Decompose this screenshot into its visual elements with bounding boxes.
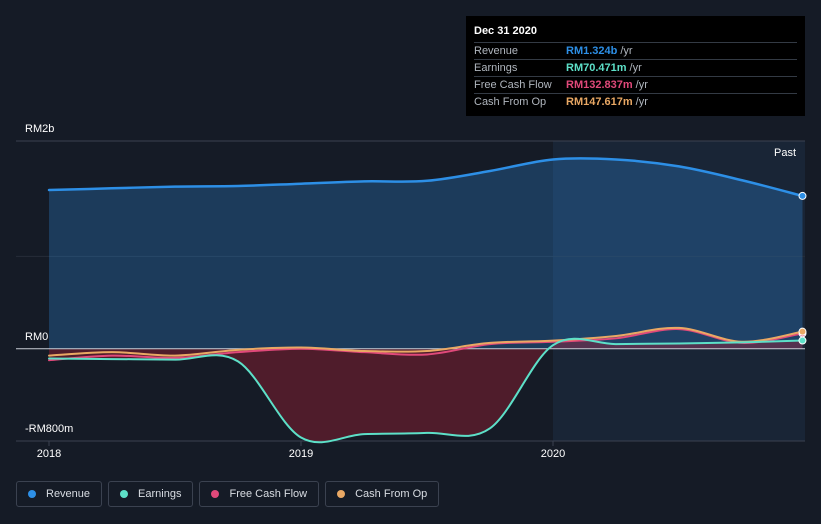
legend-label: Cash From Op	[355, 488, 428, 500]
tooltip-row-label: Free Cash Flow	[474, 79, 552, 91]
tooltip-row-cash-from-op: Cash From Op RM147.617m /yr	[474, 93, 797, 110]
tooltip-row-value: RM147.617m	[566, 96, 633, 108]
x-tick-label-2018: 2018	[36, 448, 62, 460]
x-tick-label-2019: 2019	[288, 448, 314, 460]
area-revenue	[49, 158, 803, 349]
past-region	[553, 141, 805, 441]
legend-dot-icon	[28, 490, 36, 498]
series-end-point-earnings	[798, 336, 807, 345]
tooltip-date: Dec 31 2020	[474, 25, 537, 37]
legend-label: Earnings	[138, 488, 182, 500]
y-tick-label-top: RM2b	[25, 123, 55, 135]
legend: Revenue Earnings Free Cash Flow Cash Fro…	[16, 481, 440, 507]
tooltip-row-value: RM70.471m	[566, 62, 627, 74]
tooltip-row-earnings: Earnings RM70.471m /yr	[474, 59, 797, 76]
tooltip-row-free-cash-flow: Free Cash Flow RM132.837m /yr	[474, 76, 797, 93]
tooltip-row-label: Earnings	[474, 62, 518, 74]
legend-label: Free Cash Flow	[229, 488, 308, 500]
tooltip-row-label: Revenue	[474, 45, 519, 57]
tooltip-row-label: Cash From Op	[474, 96, 547, 108]
y-tick-label-bottom: -RM800m	[25, 423, 74, 435]
area-earnings	[49, 338, 803, 443]
past-label: Past	[774, 147, 797, 159]
series-line-cash-from-op	[48, 326, 804, 357]
tooltip-row-unit: /yr	[635, 96, 648, 108]
y-tick-label-zero: RM0	[25, 331, 49, 343]
legend-item-free-cash-flow[interactable]: Free Cash Flow	[199, 481, 320, 507]
series-line-free-cash-flow	[48, 328, 804, 362]
tooltip-row-unit: /yr	[635, 79, 648, 91]
tooltip-row-unit: /yr	[620, 45, 633, 57]
legend-dot-icon	[120, 490, 129, 498]
x-tick-label-2020: 2020	[540, 448, 566, 460]
legend-dot-icon	[337, 490, 346, 498]
tooltip: Dec 31 2020 Revenue RM1.324b /yr Earning…	[466, 16, 805, 116]
tooltip-row-unit: /yr	[629, 62, 642, 74]
series-line-revenue	[47, 157, 804, 198]
legend-label: Revenue	[46, 488, 91, 500]
tooltip-row-revenue: Revenue RM1.324b /yr	[474, 42, 797, 59]
series-line-earnings	[48, 337, 804, 444]
legend-item-cash-from-op[interactable]: Cash From Op	[325, 481, 440, 507]
legend-item-earnings[interactable]: Earnings	[108, 481, 194, 507]
legend-item-revenue[interactable]: Revenue	[16, 481, 103, 507]
series-end-point-cash-from-op	[798, 327, 807, 336]
tooltip-row-value: RM132.837m	[566, 79, 633, 91]
legend-dot-icon	[211, 490, 220, 498]
tooltip-row-value: RM1.324b	[566, 45, 618, 57]
series-end-point-revenue	[798, 191, 807, 200]
